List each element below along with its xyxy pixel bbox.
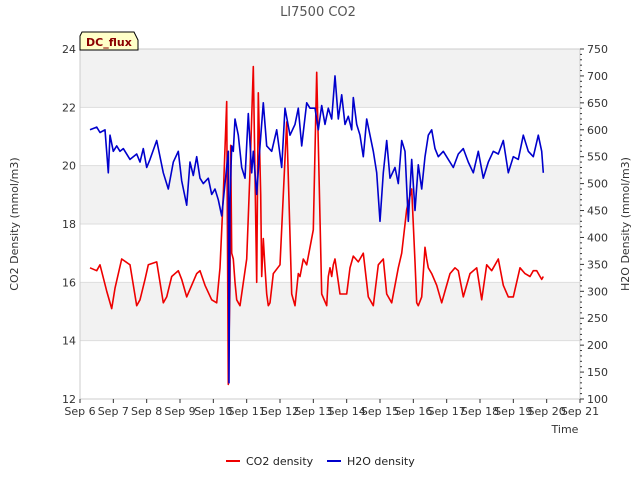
right-tick-label: 550	[587, 151, 608, 164]
background-band	[80, 165, 580, 224]
legend-label-h2o: H2O density	[347, 455, 415, 468]
left-axis-ticks: 12 14 16 18 20 22 24	[62, 43, 76, 406]
background-band	[80, 282, 580, 341]
right-tick-label: 250	[587, 312, 608, 325]
right-tick-label: 600	[587, 124, 608, 137]
right-tick-label: 100	[587, 393, 608, 406]
right-tick-label: 650	[587, 97, 608, 110]
x-tick-label: Sep 7	[98, 405, 129, 418]
x-tick-label: Sep 8	[131, 405, 162, 418]
x-tick-label: Sep 10	[194, 405, 232, 418]
x-tick-label: Sep 11	[228, 405, 266, 418]
right-tick-label: 350	[587, 258, 608, 271]
site-tag: DC_flux	[79, 31, 139, 51]
x-tick-label: Sep 20	[528, 405, 566, 418]
x-tick-label: Sep 6	[64, 405, 95, 418]
left-tick-label: 16	[62, 276, 76, 289]
right-tick-label: 400	[587, 231, 608, 244]
x-tick-label: Sep 13	[294, 405, 332, 418]
right-tick-label: 150	[587, 366, 608, 379]
left-axis-label: CO2 Density (mmol/m3)	[8, 157, 21, 290]
right-tick-label: 750	[587, 43, 608, 56]
x-tick-label: Sep 18	[461, 405, 499, 418]
left-tick-label: 22	[62, 101, 76, 114]
chart-title: LI7500 CO2	[280, 5, 356, 20]
x-tick-label: Sep 15	[361, 405, 399, 418]
x-tick-label: Sep 14	[328, 405, 366, 418]
left-tick-label: 14	[62, 335, 76, 348]
x-tick-label: Sep 16	[394, 405, 432, 418]
right-tick-label: 200	[587, 339, 608, 352]
left-tick-label: 18	[62, 218, 76, 231]
series-layer	[89, 65, 545, 386]
x-tick-label: Sep 9	[164, 405, 195, 418]
right-tick-label: 450	[587, 205, 608, 218]
right-tick-label: 700	[587, 70, 608, 83]
legend: CO2 density H2O density	[226, 455, 415, 468]
left-tick-label: 20	[62, 160, 76, 173]
x-tick-label: Sep 19	[494, 405, 532, 418]
legend-label-co2: CO2 density	[246, 455, 314, 468]
background-band	[80, 49, 580, 108]
series-line-h2o	[89, 75, 545, 384]
x-tick-label: Sep 12	[261, 405, 299, 418]
x-tick-label: Sep 21	[561, 405, 599, 418]
right-axis-ticks: 100 150 200 250 300 350 400 450 500 550 600 650 700 7…	[580, 43, 608, 406]
series-line-co2	[89, 65, 545, 386]
left-tick-label: 24	[62, 43, 76, 56]
left-tick-label: 12	[62, 393, 76, 406]
right-tick-label: 300	[587, 285, 608, 298]
x-tick-label: Sep 17	[428, 405, 466, 418]
right-axis-label: H2O Density (mmol/m3)	[619, 157, 632, 291]
site-tag-box	[79, 31, 139, 51]
plot-frame	[79, 48, 581, 400]
right-tick-label: 500	[587, 178, 608, 191]
x-axis-label: Time	[551, 423, 579, 436]
site-tag-label: DC_flux	[86, 36, 132, 49]
background-bands	[80, 49, 580, 341]
